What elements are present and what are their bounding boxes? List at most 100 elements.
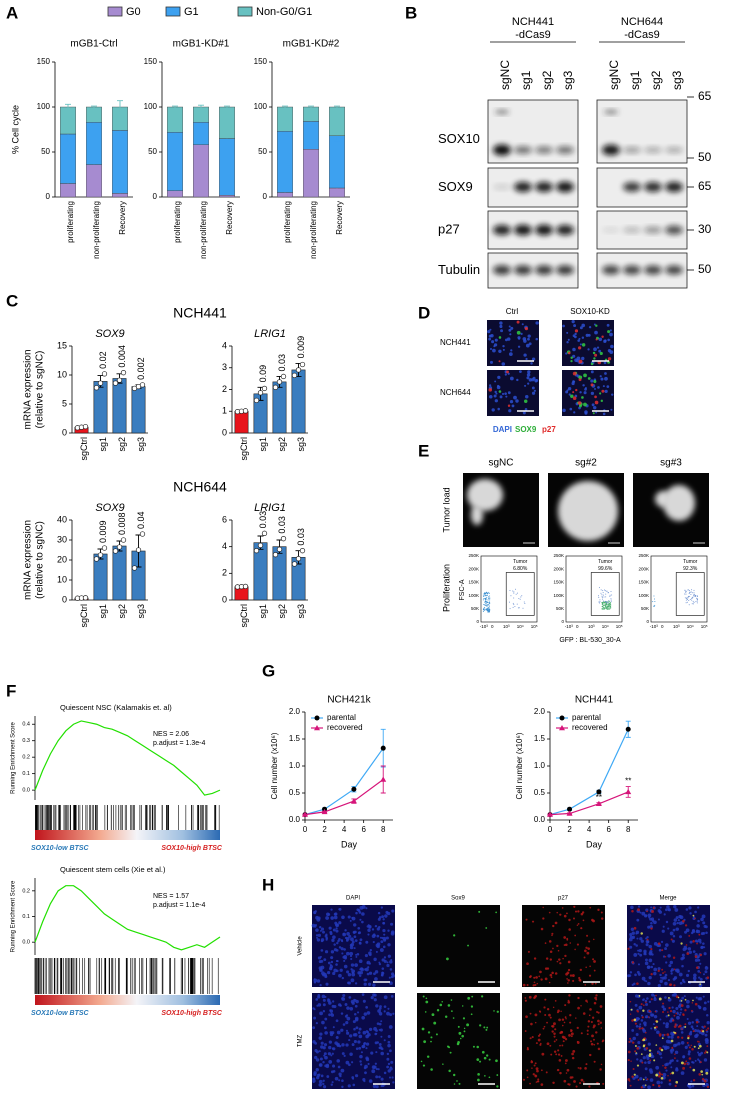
cell: [499, 324, 503, 329]
stain-label: SOX9: [515, 425, 537, 434]
cell: [389, 968, 393, 971]
cell: [575, 1017, 577, 1019]
x-tick-label: sg2: [277, 604, 287, 619]
cell: [638, 1025, 641, 1028]
cell: [341, 952, 344, 955]
tumor-signal: [471, 505, 483, 525]
event: [687, 589, 689, 591]
cell: [668, 1082, 672, 1086]
cell: [375, 1067, 378, 1071]
cell: [604, 339, 607, 342]
cell: [554, 972, 558, 975]
size-marker: 65: [698, 89, 712, 103]
cell: [325, 982, 329, 986]
micrograph: [522, 905, 605, 987]
cell: [550, 1053, 553, 1056]
cell: [356, 1011, 360, 1014]
event: [610, 599, 612, 601]
event: [691, 589, 693, 591]
cell: [700, 1070, 703, 1073]
cell: [374, 977, 378, 981]
cell: [583, 391, 587, 395]
cell: [352, 1020, 356, 1024]
cell: [642, 1029, 647, 1033]
cell: [567, 968, 571, 972]
cell: [366, 1011, 371, 1015]
cell: [565, 352, 568, 355]
cell: [359, 968, 362, 971]
event: [516, 592, 518, 594]
cell: [546, 1008, 550, 1011]
cell: [694, 917, 696, 920]
blot-band: [644, 182, 662, 192]
cell: [635, 1032, 639, 1036]
data-point: [120, 370, 127, 376]
cell: [628, 1080, 631, 1082]
cell: [588, 940, 591, 943]
cell: [572, 391, 575, 394]
cell: [641, 1027, 644, 1030]
cell: [600, 377, 604, 381]
cell: [631, 961, 635, 964]
data-point: [82, 423, 89, 430]
cell: [604, 372, 607, 375]
cell: [554, 1000, 557, 1002]
cell: [705, 931, 708, 935]
cell-line-suffix: -dCas9: [515, 29, 550, 41]
event: [487, 592, 489, 594]
cell: [685, 973, 690, 977]
cell: [345, 1060, 350, 1065]
x-tick-label: proliferating: [283, 201, 292, 243]
cell: [645, 1003, 648, 1006]
subplot-title: mGB1-KD#1: [173, 39, 230, 50]
x-tick-label: sg1: [98, 437, 108, 452]
event: [515, 588, 517, 590]
cell: [527, 334, 531, 338]
cell: [664, 1066, 667, 1070]
cell: [539, 1042, 542, 1045]
cell: [553, 1040, 556, 1043]
event: [486, 608, 488, 610]
event: [610, 606, 612, 608]
cell: [652, 1083, 655, 1087]
cell: [644, 961, 649, 966]
cell: [668, 1061, 672, 1065]
cell: [555, 1038, 558, 1041]
cell: [530, 1022, 533, 1026]
cell: [332, 1070, 336, 1073]
cell: [567, 1000, 571, 1004]
x-tick-label: sg3: [136, 437, 146, 452]
cell: [441, 1000, 443, 1003]
cell: [702, 931, 706, 935]
cell: [392, 1012, 395, 1015]
y-tick-label: 0.1: [22, 914, 30, 920]
cell: [346, 1006, 350, 1010]
cell: [702, 1084, 706, 1088]
cell: [695, 1018, 699, 1022]
cell: [390, 958, 393, 961]
flow-y-tick: 50K: [641, 606, 649, 611]
cell: [563, 936, 567, 939]
cell: [636, 982, 639, 985]
cell: [508, 325, 511, 328]
cell: [505, 338, 508, 342]
y-tick-label: 20: [57, 554, 67, 564]
cell: [456, 1042, 460, 1046]
event: [611, 594, 613, 596]
cell: [578, 375, 583, 380]
cell: [683, 995, 686, 998]
data-point: [101, 371, 108, 377]
cell: [342, 1023, 346, 1026]
cell: [433, 1021, 437, 1025]
cell: [596, 346, 600, 349]
cell: [593, 405, 597, 410]
cell: [498, 390, 502, 393]
cell: [314, 910, 317, 913]
cell: [707, 1027, 710, 1030]
chart-title: SOX9: [95, 328, 124, 340]
error-bar: [282, 105, 288, 109]
data-point: [97, 552, 104, 558]
cell: [633, 926, 637, 930]
cell: [322, 1010, 326, 1013]
cell: [600, 399, 603, 403]
